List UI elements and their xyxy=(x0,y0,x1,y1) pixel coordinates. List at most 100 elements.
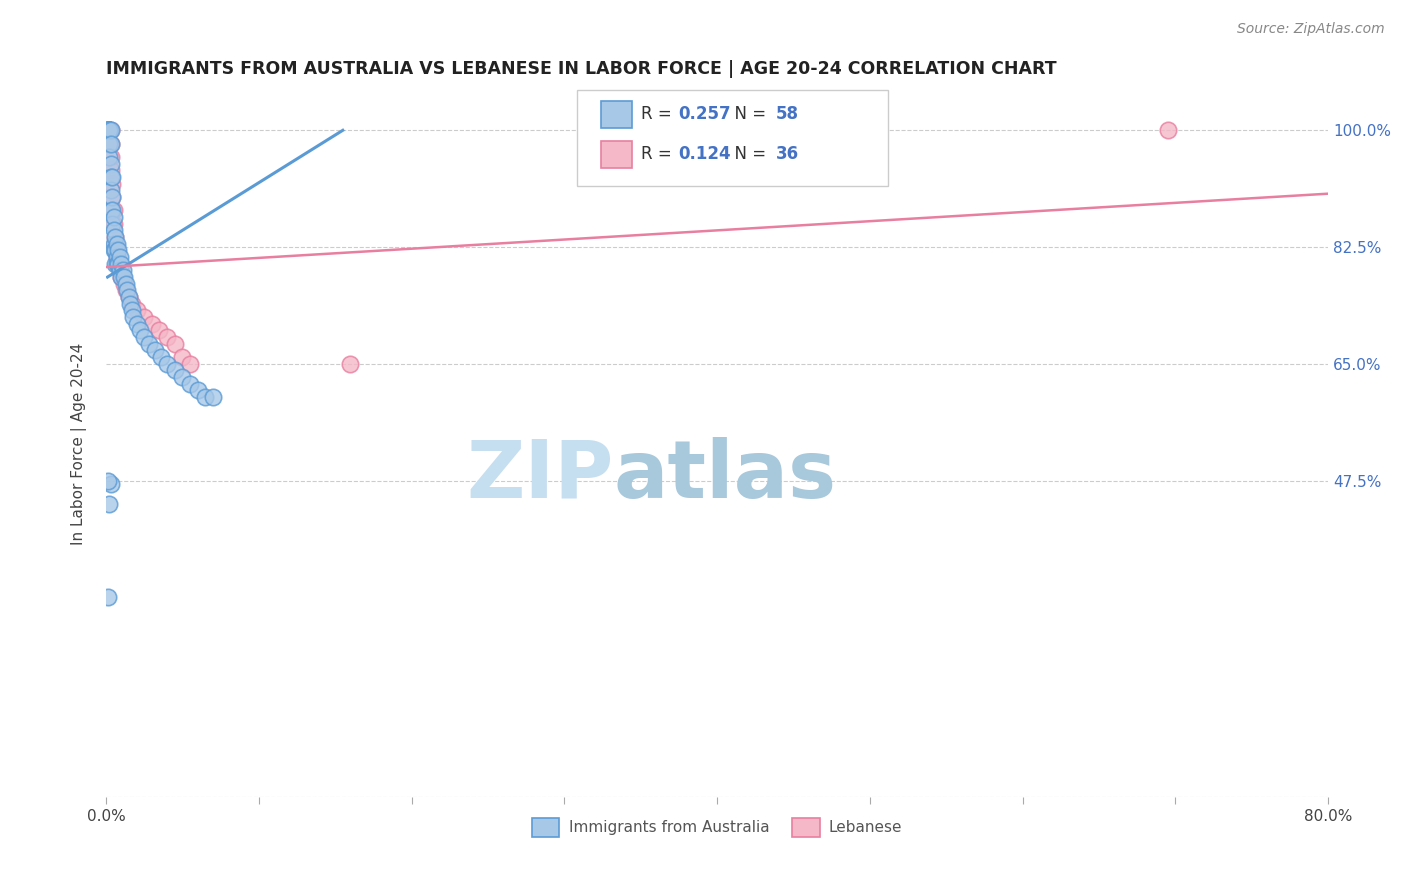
Point xyxy=(101,190,124,204)
Point xyxy=(100,183,122,197)
Point xyxy=(100,169,122,184)
Point xyxy=(105,250,128,264)
Point xyxy=(98,123,121,137)
Point xyxy=(128,323,150,337)
Point xyxy=(105,244,128,258)
Point xyxy=(105,257,128,271)
Point xyxy=(101,203,124,218)
Text: 58: 58 xyxy=(776,105,799,123)
Point xyxy=(107,257,129,271)
Point xyxy=(107,257,129,271)
Point xyxy=(111,270,134,285)
Point xyxy=(96,123,118,137)
Point xyxy=(98,123,121,137)
Legend: Immigrants from Australia, Lebanese: Immigrants from Australia, Lebanese xyxy=(526,812,908,843)
Point xyxy=(112,270,135,285)
Text: N =: N = xyxy=(724,105,772,123)
Point xyxy=(110,270,132,285)
Point xyxy=(118,290,141,304)
Point xyxy=(108,250,131,264)
Point xyxy=(112,277,135,291)
Point xyxy=(163,336,186,351)
FancyBboxPatch shape xyxy=(576,90,889,186)
Point xyxy=(101,169,124,184)
Point xyxy=(141,317,163,331)
Point xyxy=(104,230,127,244)
Point xyxy=(100,163,122,178)
Point xyxy=(121,297,143,311)
Point xyxy=(100,123,122,137)
Point xyxy=(100,203,122,218)
Point xyxy=(149,350,172,364)
Point xyxy=(187,384,209,398)
Point xyxy=(100,123,122,137)
Point xyxy=(110,257,132,271)
FancyBboxPatch shape xyxy=(600,141,631,168)
Text: N =: N = xyxy=(724,145,772,163)
Point xyxy=(201,390,224,404)
Point xyxy=(104,257,127,271)
Point xyxy=(96,123,118,137)
Point xyxy=(100,136,122,151)
Point xyxy=(163,363,186,377)
Point xyxy=(138,336,160,351)
Point xyxy=(117,284,139,298)
Point xyxy=(96,591,118,605)
Point xyxy=(134,310,156,324)
Point xyxy=(100,150,122,164)
Point xyxy=(103,236,125,251)
Point xyxy=(103,210,125,224)
Point xyxy=(101,177,124,191)
Point xyxy=(105,250,128,264)
Point xyxy=(98,136,121,151)
Point xyxy=(121,303,143,318)
Text: ZIP: ZIP xyxy=(465,437,613,515)
Point xyxy=(148,323,170,337)
Point xyxy=(98,123,121,137)
Point xyxy=(172,370,194,384)
Point xyxy=(156,330,179,344)
Point xyxy=(120,297,142,311)
Point xyxy=(96,123,118,137)
Point xyxy=(100,476,122,491)
Point xyxy=(122,310,145,324)
Point xyxy=(194,390,217,404)
Point xyxy=(108,263,131,277)
Text: Source: ZipAtlas.com: Source: ZipAtlas.com xyxy=(1237,22,1385,37)
Point xyxy=(96,123,118,137)
Point xyxy=(104,236,127,251)
Point xyxy=(125,317,148,331)
Point xyxy=(96,123,118,137)
Point xyxy=(100,136,122,151)
Text: IMMIGRANTS FROM AUSTRALIA VS LEBANESE IN LABOR FORCE | AGE 20-24 CORRELATION CHA: IMMIGRANTS FROM AUSTRALIA VS LEBANESE IN… xyxy=(105,60,1057,78)
Point xyxy=(103,244,125,258)
Point xyxy=(103,217,125,231)
Point xyxy=(172,350,194,364)
Point xyxy=(108,263,131,277)
Point xyxy=(96,474,118,488)
Text: 0.124: 0.124 xyxy=(678,145,731,163)
Y-axis label: In Labor Force | Age 20-24: In Labor Force | Age 20-24 xyxy=(72,343,87,545)
Point xyxy=(103,203,125,218)
Point xyxy=(98,123,121,137)
Point xyxy=(98,123,121,137)
Point xyxy=(100,156,122,170)
Point xyxy=(98,123,121,137)
Point xyxy=(101,190,124,204)
Point xyxy=(105,236,128,251)
Point xyxy=(98,136,121,151)
Point xyxy=(143,343,166,358)
Point xyxy=(118,290,141,304)
Point xyxy=(1157,123,1180,137)
Point xyxy=(125,303,148,318)
Point xyxy=(339,357,361,371)
Point xyxy=(98,123,121,137)
Point xyxy=(96,123,118,137)
Point xyxy=(179,357,201,371)
Point xyxy=(156,357,179,371)
Point xyxy=(103,223,125,237)
Point xyxy=(110,270,132,285)
Text: atlas: atlas xyxy=(613,437,837,515)
Text: 36: 36 xyxy=(776,145,799,163)
Point xyxy=(98,497,121,511)
